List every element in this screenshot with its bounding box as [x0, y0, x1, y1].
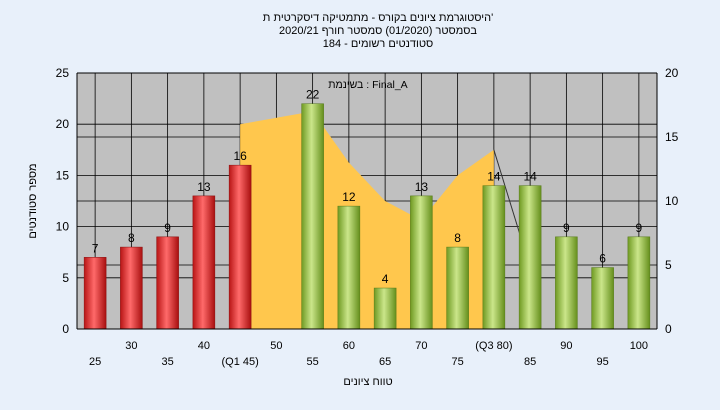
chart-title-line-3: סטודנטים רשומים - 184 — [323, 38, 434, 50]
x-tick-label: 70 — [415, 340, 427, 352]
x-tick-label: 35 — [162, 356, 174, 368]
y-axis-label: מספר סטודנטים — [27, 163, 39, 238]
data-label: 8 — [454, 231, 461, 245]
x-tick-label: 65 — [379, 356, 391, 368]
bar — [192, 195, 216, 330]
data-label: 7 — [92, 241, 99, 255]
bar — [120, 246, 143, 330]
y2-tick-label: 15 — [665, 130, 679, 144]
bar — [591, 267, 614, 330]
x-tick-label: 95 — [597, 356, 609, 368]
x-tick-label: 60 — [343, 340, 355, 352]
data-label: 13 — [415, 180, 429, 194]
data-label: 4 — [382, 272, 389, 286]
data-label: 9 — [164, 221, 171, 235]
y-tick-label: 5 — [62, 271, 69, 285]
bar — [228, 164, 252, 330]
x-tick-label: 40 — [198, 340, 210, 352]
x-tick-label: 100 — [630, 340, 648, 352]
data-label: 12 — [342, 190, 356, 204]
data-label: 22 — [306, 88, 320, 102]
bar — [373, 287, 397, 330]
x-tick-label: (Q3 80) — [475, 340, 512, 352]
x-tick-label: 50 — [270, 340, 282, 352]
data-label: 8 — [128, 231, 135, 245]
x-tick-label: 75 — [452, 356, 464, 368]
y-tick-label: 15 — [56, 168, 70, 182]
data-label: 9 — [563, 221, 570, 235]
bar — [156, 236, 179, 330]
y-tick-label: 0 — [62, 322, 69, 336]
bar — [301, 103, 324, 330]
y2-tick-label: 5 — [665, 258, 672, 272]
data-label: 14 — [487, 170, 501, 184]
y2-tick-label: 0 — [665, 322, 672, 336]
data-label: 6 — [599, 252, 606, 266]
x-tick-label: (Q1 45) — [221, 356, 258, 368]
data-label: 13 — [197, 180, 211, 194]
chart-title-line-2: בסמסטר (01/2020) סמסטר חורף 2020/21 — [279, 25, 477, 37]
bar — [446, 246, 469, 330]
chart-title-line-1: היסטוגרמת ציונים בקורס - מתמטיקה דיסקרטי… — [263, 12, 493, 24]
x-axis-label: טווח ציונים — [343, 376, 392, 388]
data-label: 14 — [523, 170, 537, 184]
bar — [518, 185, 542, 330]
bar — [410, 195, 433, 330]
x-tick-label: 55 — [307, 356, 319, 368]
bar — [337, 205, 361, 330]
y-tick-label: 20 — [56, 117, 70, 131]
y2-tick-label: 10 — [665, 194, 679, 208]
bar — [627, 236, 651, 330]
data-label: 9 — [636, 221, 643, 235]
x-tick-label: 85 — [524, 356, 536, 368]
bar — [555, 236, 578, 330]
x-tick-label: 25 — [89, 356, 101, 368]
area-series-label: בשינמת : Final_A — [328, 79, 407, 91]
bar — [482, 185, 506, 330]
y2-tick-label: 20 — [665, 66, 679, 80]
y-tick-label: 10 — [56, 220, 70, 234]
data-label: 16 — [233, 149, 247, 163]
y-tick-label: 25 — [56, 66, 70, 80]
bar — [83, 257, 107, 330]
x-tick-label: 30 — [125, 340, 137, 352]
x-tick-label: 90 — [560, 340, 572, 352]
